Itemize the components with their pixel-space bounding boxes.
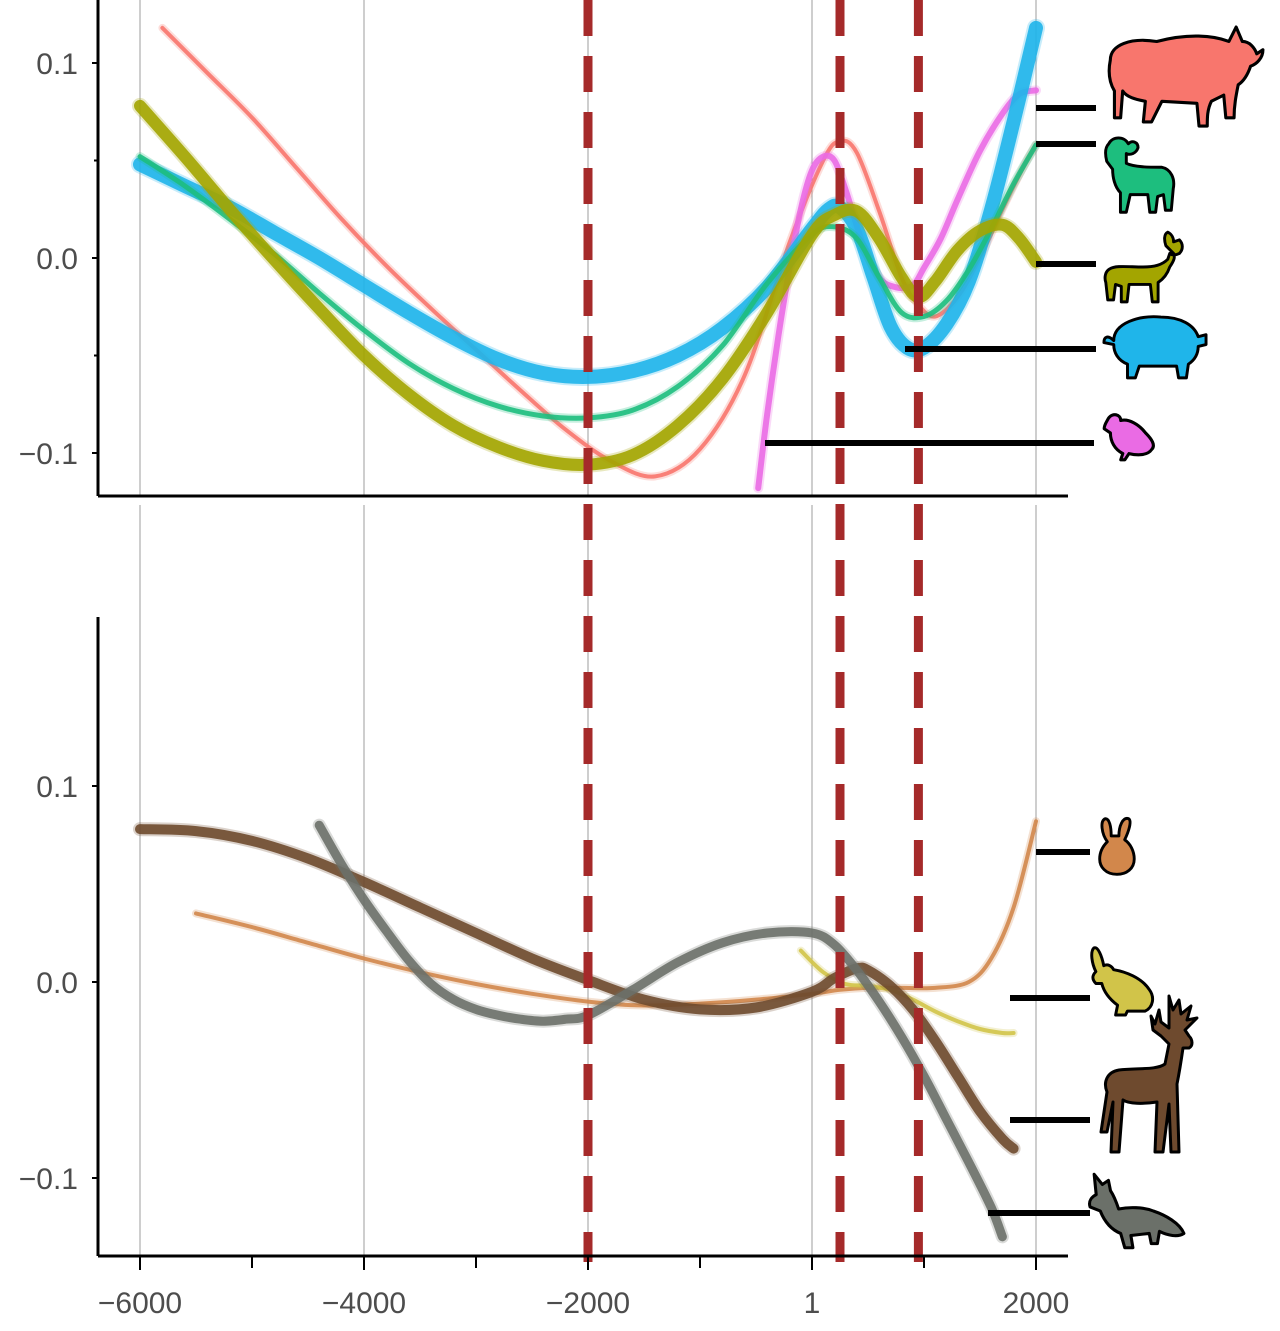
x-tick-label: −4000: [322, 1287, 406, 1320]
y-tick-label: 0.0: [36, 243, 78, 276]
chicken-icon: [1102, 413, 1155, 462]
y-tick-label: −0.1: [19, 438, 78, 471]
series-line: [160, 25, 1038, 479]
cattle-icon: [1107, 25, 1265, 128]
y-tick-label: 0.0: [36, 967, 78, 1000]
goat-icon: [1103, 230, 1184, 304]
y-tick-label: 0.1: [36, 771, 78, 804]
icons-layer: [765, 25, 1265, 1250]
divider-layer: [583, 0, 923, 1262]
rabbit-icon: [1098, 816, 1136, 876]
fox-icon: [1087, 1172, 1186, 1250]
series-line: [134, 99, 1042, 471]
series-layer: [131, 18, 1045, 1244]
axes-layer: 0.1 0.0 −0.1 0.1 0.0 −0.1 −6000 −4000 −2000 1 2000: [19, 0, 1070, 1320]
series-line: [194, 819, 1038, 1008]
y-tick-label: 0.1: [36, 48, 78, 81]
y-tick-label: −0.1: [19, 1163, 78, 1196]
x-tick-label: 1: [804, 1287, 821, 1320]
hare-icon: [1090, 946, 1155, 1017]
sheep-icon: [1103, 136, 1176, 214]
series-line: [755, 87, 1039, 492]
pig-icon: [1102, 315, 1208, 380]
series-line: [137, 142, 1039, 421]
series-band: [192, 817, 1040, 1010]
x-tick-label: −6000: [98, 1287, 182, 1320]
deer-icon: [1099, 994, 1199, 1154]
series-line: [314, 820, 1007, 1242]
x-tick-label: 2000: [1003, 1287, 1070, 1320]
x-tick-label: −2000: [546, 1287, 630, 1320]
